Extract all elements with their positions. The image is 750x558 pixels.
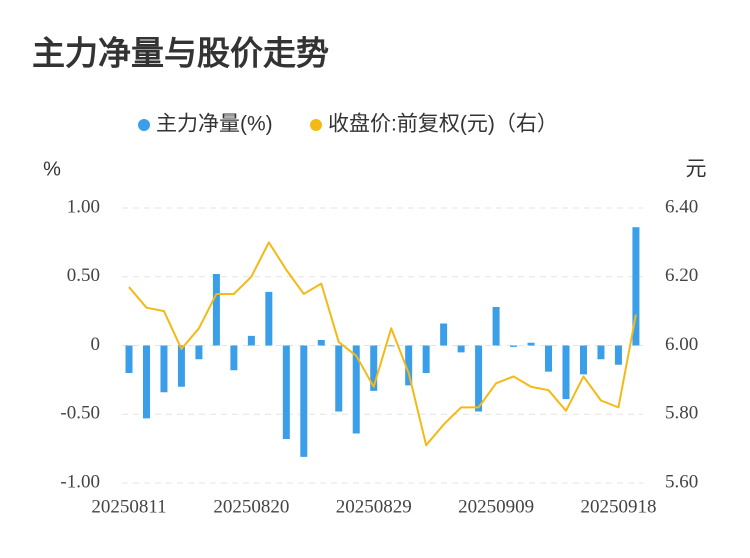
bar <box>545 345 553 372</box>
bar <box>405 345 413 386</box>
x-tick-label: 20250820 <box>213 496 289 517</box>
y2-tick-label: 5.80 <box>665 403 698 424</box>
y-tick-label: -0.50 <box>60 403 100 424</box>
bar <box>230 345 238 371</box>
bar <box>440 323 448 346</box>
x-tick-label: 20250918 <box>580 496 656 517</box>
bar <box>142 345 150 419</box>
y2-tick-label: 6.20 <box>665 265 698 286</box>
legend-marker <box>138 119 150 131</box>
x-tick-label: 20250829 <box>336 496 412 517</box>
bar <box>597 345 605 360</box>
legend-marker <box>310 119 322 131</box>
bar <box>614 345 622 365</box>
y2-tick-label: 6.00 <box>665 334 698 355</box>
price-line <box>128 241 637 447</box>
bar <box>492 307 500 346</box>
y2-tick-label: 5.60 <box>665 471 698 492</box>
x-tick-label: 20250811 <box>91 496 166 517</box>
bar <box>282 345 290 439</box>
bar <box>247 335 255 346</box>
chart-title: 主力净量与股价走势 <box>32 35 329 72</box>
bar <box>212 274 220 346</box>
y2-tick-label: 6.40 <box>665 196 698 217</box>
bar <box>475 345 483 412</box>
y2-axis-label: 元 <box>686 158 707 181</box>
bar <box>510 345 518 347</box>
bar <box>562 345 570 400</box>
legend-label: 主力净量(%) <box>156 113 273 136</box>
y-tick-label: 0 <box>91 334 101 355</box>
y-tick-label: 0.50 <box>67 265 100 286</box>
bar <box>370 345 378 391</box>
bar <box>335 345 343 412</box>
bar <box>387 345 395 347</box>
y-tick-label: -1.00 <box>60 471 100 492</box>
bar <box>632 227 640 346</box>
bar <box>352 345 360 434</box>
bar <box>579 345 587 375</box>
bar <box>195 345 203 360</box>
bar <box>160 345 168 393</box>
x-tick-label: 20250909 <box>458 496 534 517</box>
y-tick-label: 1.00 <box>67 196 100 217</box>
bar <box>300 345 308 457</box>
bar <box>457 345 465 353</box>
bar <box>527 342 535 346</box>
legend-label: 收盘价:前复权(元)（右） <box>328 113 558 136</box>
bar <box>265 291 273 346</box>
bar <box>317 340 325 346</box>
bar <box>422 345 430 373</box>
bar <box>125 345 133 373</box>
y-axis-label: % <box>43 158 61 180</box>
bar <box>177 345 185 387</box>
